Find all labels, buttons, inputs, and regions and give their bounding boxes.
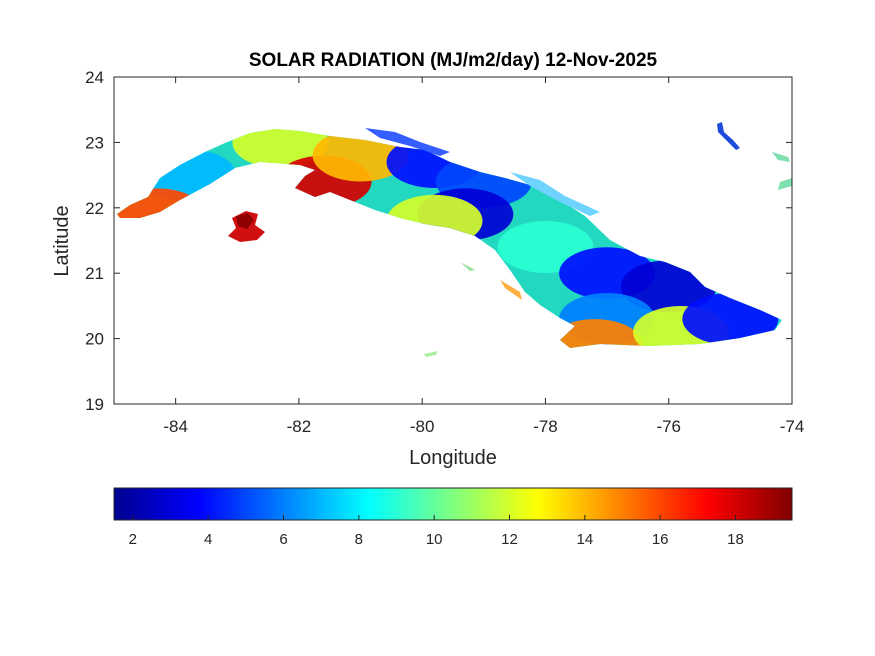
colorbar: [113, 487, 793, 521]
colorbar-tick-label: 14: [576, 531, 593, 548]
colorbar-tick-label: 18: [727, 531, 744, 548]
x-tick-label: -76: [656, 417, 681, 436]
colorbar-tick-label: 10: [426, 531, 443, 548]
y-tick-label: 20: [85, 330, 104, 349]
colorbar-tick-label: 4: [204, 531, 212, 548]
x-tick-label: -80: [410, 417, 435, 436]
islets-east: [772, 152, 790, 162]
keys-south-jardines: [500, 280, 522, 300]
colorbar-tick-label: 6: [279, 531, 287, 548]
keys-north-east: [510, 172, 600, 216]
keys-south-central: [460, 262, 475, 271]
y-tick-label: 23: [85, 133, 104, 152]
islet-northeast: [717, 122, 740, 150]
y-tick-label: 24: [85, 68, 104, 87]
colorbar-tick-label: 8: [355, 531, 363, 548]
islet-south: [424, 351, 438, 357]
x-tick-label: -78: [533, 417, 558, 436]
keys-north-central: [365, 128, 450, 156]
colorbar-ticks: 2 4 6 8 10 12 14 16 18: [129, 515, 744, 548]
x-tick-label: -84: [163, 417, 188, 436]
y-tick-label: 21: [85, 264, 104, 283]
colorbar-tick-label: 12: [501, 531, 518, 548]
chart-title: SOLAR RADIATION (MJ/m2/day) 12-Nov-2025: [249, 50, 658, 71]
y-axis-label: Latitude: [51, 205, 73, 276]
x-tick-label: -82: [287, 417, 312, 436]
y-tick-label: 19: [85, 395, 104, 414]
x-axis: -84 -82 -80 -78 -76 -74: [163, 77, 804, 436]
axes-frame: [113, 76, 793, 405]
plot-area: [114, 77, 792, 404]
isla-juventud-core: [236, 213, 254, 229]
y-axis: 19 20 21 22 23 24: [85, 68, 792, 414]
islets-east-2: [778, 178, 792, 190]
y-tick-label: 22: [85, 199, 104, 218]
x-axis-label: Longitude: [409, 447, 497, 469]
x-tick-label: -74: [780, 417, 805, 436]
colorbar-tick-label: 16: [652, 531, 669, 548]
colorbar-tick-label: 2: [129, 531, 137, 548]
